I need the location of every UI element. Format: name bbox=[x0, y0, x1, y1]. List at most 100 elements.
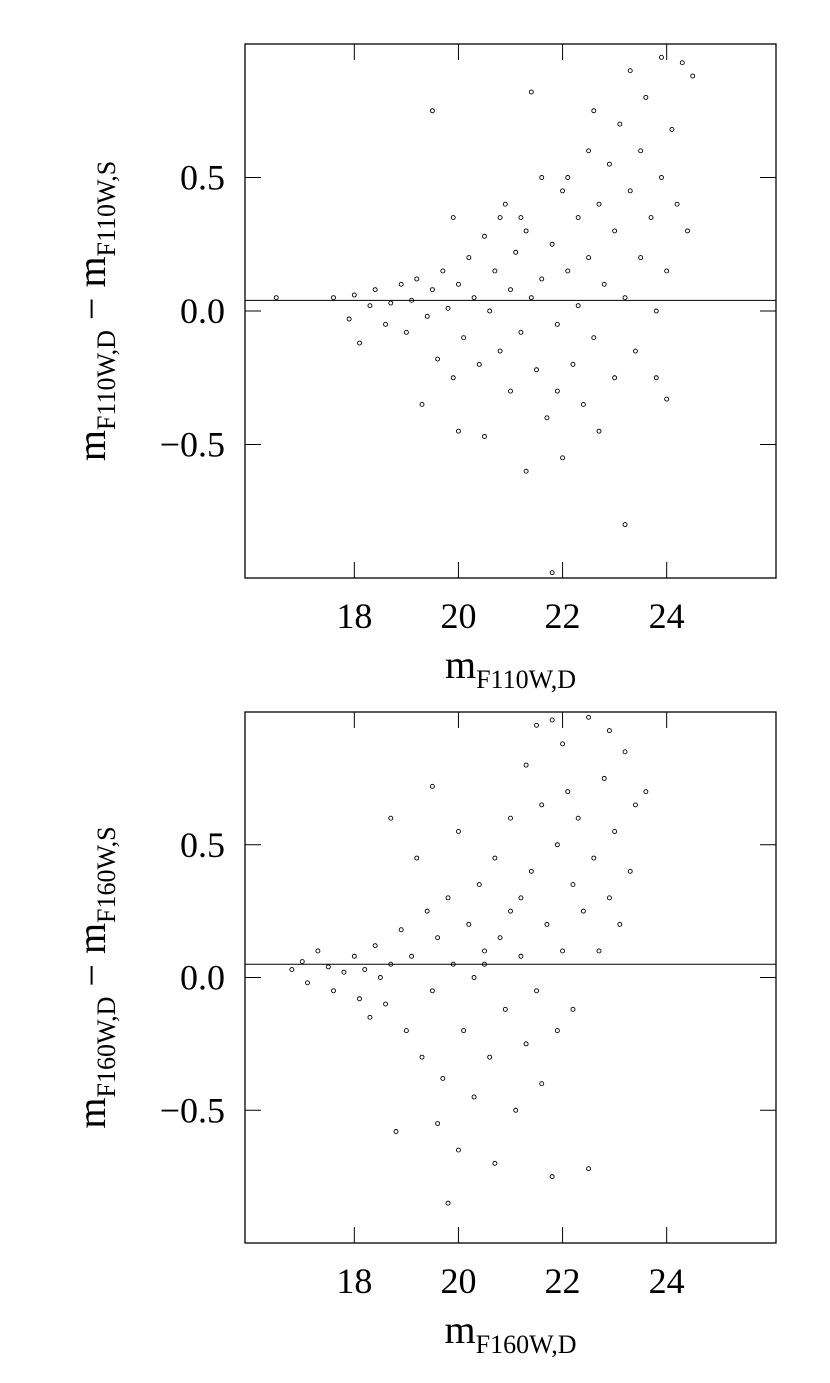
data-point bbox=[539, 1081, 545, 1087]
data-point bbox=[528, 89, 534, 95]
data-point bbox=[554, 842, 560, 848]
data-point bbox=[487, 1054, 493, 1060]
data-point bbox=[471, 1094, 477, 1100]
data-point bbox=[450, 961, 456, 967]
data-point bbox=[440, 268, 446, 274]
data-point bbox=[622, 295, 628, 301]
x-tick-label: 24 bbox=[649, 596, 685, 636]
data-point bbox=[648, 215, 654, 221]
y-axis-label: mF160W,D − mF160W,S bbox=[69, 826, 121, 1128]
data-point bbox=[435, 356, 441, 362]
data-point bbox=[544, 921, 550, 927]
data-point bbox=[565, 175, 571, 180]
data-point bbox=[523, 1041, 529, 1047]
data-point bbox=[461, 1028, 467, 1034]
data-point bbox=[575, 815, 581, 821]
data-point bbox=[482, 233, 487, 239]
data-point bbox=[560, 455, 566, 461]
data-point bbox=[372, 287, 378, 293]
data-point bbox=[518, 215, 524, 221]
data-point bbox=[492, 1160, 498, 1166]
data-point bbox=[549, 570, 555, 576]
data-point bbox=[466, 255, 472, 261]
data-point bbox=[476, 882, 482, 888]
x-tick-label: 22 bbox=[545, 1261, 581, 1301]
data-point bbox=[435, 935, 441, 941]
x-tick-label: 18 bbox=[336, 596, 372, 636]
data-point bbox=[534, 988, 539, 994]
data-point bbox=[331, 295, 336, 301]
x-tick-label: 22 bbox=[545, 596, 581, 636]
data-point bbox=[482, 434, 487, 439]
data-point bbox=[424, 908, 430, 914]
data-point bbox=[497, 215, 503, 221]
data-point bbox=[471, 975, 477, 980]
data-point bbox=[606, 895, 612, 901]
data-point bbox=[643, 94, 649, 100]
data-point bbox=[482, 948, 487, 954]
data-point bbox=[617, 121, 623, 127]
data-point bbox=[554, 388, 560, 394]
data-point bbox=[351, 953, 357, 959]
data-point bbox=[455, 829, 461, 834]
data-point bbox=[482, 961, 487, 967]
data-point bbox=[674, 201, 680, 207]
data-point bbox=[632, 348, 638, 354]
data-point bbox=[315, 948, 321, 954]
data-point bbox=[362, 967, 368, 972]
x-axis-label-base: m bbox=[444, 1307, 475, 1352]
data-point bbox=[429, 287, 435, 293]
data-point bbox=[419, 402, 425, 407]
data-point bbox=[560, 188, 566, 194]
data-point bbox=[513, 249, 519, 255]
data-point bbox=[403, 329, 409, 335]
data-point bbox=[393, 1129, 399, 1134]
data-point bbox=[534, 722, 539, 728]
y-tick-label: −0.5 bbox=[160, 1090, 225, 1130]
data-point bbox=[523, 228, 529, 234]
data-point bbox=[580, 402, 586, 407]
data-point bbox=[617, 921, 623, 927]
data-point bbox=[622, 522, 628, 528]
data-point bbox=[414, 855, 420, 861]
data-point bbox=[497, 935, 503, 941]
data-point bbox=[669, 126, 675, 132]
data-point bbox=[570, 882, 576, 888]
data-point bbox=[580, 908, 586, 914]
data-point bbox=[388, 961, 394, 967]
data-point bbox=[565, 789, 571, 795]
data-point bbox=[539, 175, 545, 180]
data-point bbox=[357, 340, 362, 346]
data-point bbox=[325, 964, 331, 970]
plot-frame bbox=[244, 711, 777, 1244]
data-point bbox=[429, 108, 435, 114]
data-point bbox=[403, 1028, 409, 1034]
data-point bbox=[508, 908, 513, 914]
data-point bbox=[341, 969, 347, 975]
data-point bbox=[570, 361, 576, 367]
data-point bbox=[659, 54, 664, 60]
data-point bbox=[601, 775, 607, 781]
data-point bbox=[539, 802, 545, 808]
data-point bbox=[565, 268, 571, 274]
data-point bbox=[575, 215, 581, 221]
data-point bbox=[622, 749, 628, 755]
plot-frame bbox=[244, 43, 777, 579]
data-point bbox=[528, 295, 534, 301]
data-point bbox=[419, 1054, 425, 1060]
data-point bbox=[466, 921, 472, 927]
x-tick-label: 20 bbox=[440, 596, 476, 636]
x-tick-label: 20 bbox=[440, 1261, 476, 1301]
data-point bbox=[367, 303, 373, 309]
data-point bbox=[502, 1006, 508, 1012]
y-axis-label-base: − m bbox=[69, 923, 114, 997]
data-point bbox=[455, 281, 461, 287]
data-point bbox=[351, 292, 357, 298]
y-tick-label: 0.5 bbox=[180, 158, 225, 198]
data-point bbox=[528, 868, 534, 874]
data-point bbox=[409, 297, 415, 303]
y-axis-label-sub: F110W,D bbox=[92, 330, 121, 430]
data-point bbox=[508, 815, 513, 821]
y-tick-label: 0.0 bbox=[180, 958, 225, 998]
data-point bbox=[612, 375, 618, 381]
